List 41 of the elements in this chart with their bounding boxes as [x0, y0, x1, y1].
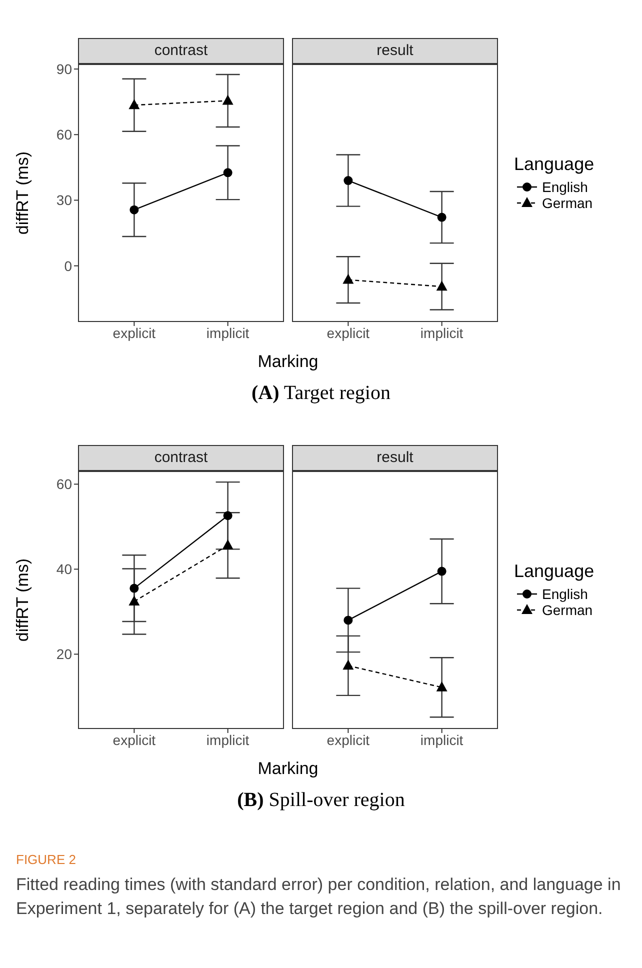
point [223, 168, 232, 178]
y-tick-label: 0 [64, 258, 72, 274]
point [437, 566, 446, 576]
point [130, 205, 139, 214]
point [130, 584, 139, 593]
x-tick-label: implicit [420, 324, 464, 341]
y-axis-title: diffRT (ms) [13, 151, 32, 235]
legend-title: Language [514, 154, 594, 175]
legend-label: German [542, 602, 593, 618]
point [344, 176, 353, 186]
x-tick-label: explicit [326, 732, 370, 748]
y-tick-label: 30 [56, 192, 72, 208]
x-axis-title: Marking [256, 759, 320, 779]
chart-title: result [292, 38, 498, 64]
point [223, 511, 232, 520]
legend-label: English [542, 179, 588, 195]
chart-title: contrast [78, 38, 284, 64]
chart-title: contrast [78, 445, 284, 471]
x-tick-label: explicit [112, 732, 156, 748]
y-tick-label: 60 [56, 126, 72, 143]
x-tick-label: implicit [206, 324, 250, 341]
x-tick-label: explicit [112, 324, 156, 341]
legend-title: Language [514, 561, 594, 582]
point [344, 616, 353, 625]
legend-label: German [542, 195, 593, 211]
chart-title: result [292, 445, 498, 471]
x-tick-label: implicit [420, 732, 464, 748]
point [437, 212, 446, 222]
x-axis-title: Marking [256, 352, 320, 372]
legend-label: English [542, 586, 588, 602]
y-tick-label: 90 [56, 61, 72, 77]
text: (A) Target region [250, 382, 392, 405]
text: Fitted reading times (with standard error) per condition, relation, and language in Experiment 1, separately for (A) the target region and (B) the spill-over region. [16, 874, 622, 920]
y-tick-label: 40 [56, 561, 72, 578]
x-tick-label: explicit [326, 324, 370, 341]
y-tick-label: 60 [56, 476, 72, 492]
y-tick-label: 20 [56, 646, 72, 662]
x-tick-label: implicit [206, 732, 250, 748]
text: (B) Spill-over region [236, 789, 406, 812]
y-axis-title: diffRT (ms) [13, 558, 32, 642]
caption: FIGURE 2 [16, 852, 77, 867]
